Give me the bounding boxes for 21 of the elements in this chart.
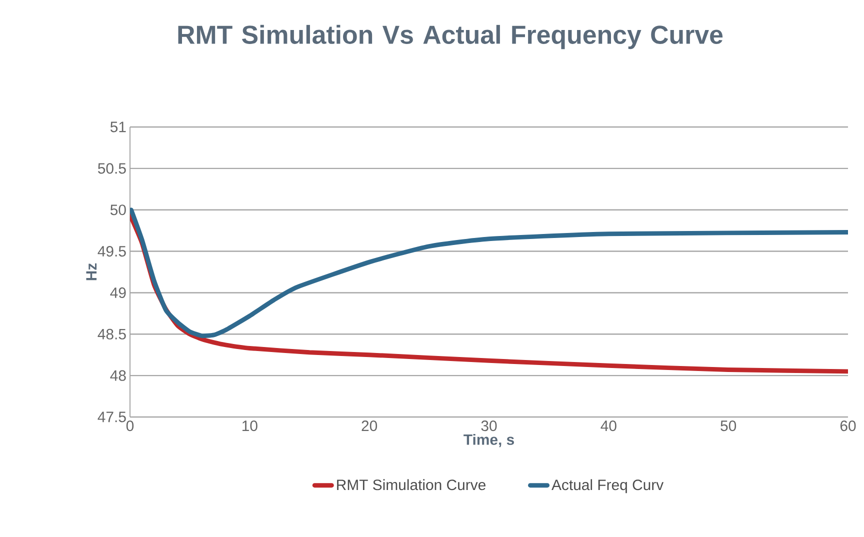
y-axis-title: Hz: [86, 263, 97, 280]
legend-label: RMT Simulation Curve: [337, 479, 486, 490]
legend-label: Actual Freq Curv: [552, 479, 664, 494]
y-tick-label: 48: [110, 370, 126, 381]
line-series: [130, 208, 848, 338]
y-tick-label: 50.5: [98, 163, 126, 174]
x-tick-label: 60: [840, 420, 856, 432]
y-tick-label: 49.5: [98, 246, 126, 257]
y-tick-label: 49: [110, 287, 126, 298]
x-tick-label: 0: [126, 420, 134, 432]
x-tick-label: 50: [720, 420, 736, 432]
x-tick-label: 40: [600, 420, 616, 432]
x-tick-label: 30: [481, 420, 497, 432]
y-tick-label: 51: [110, 122, 126, 132]
x-tick-label: 20: [362, 420, 378, 432]
y-tick-label: 48.5: [98, 328, 126, 340]
chart-title: RMT Simulation Vs Actual Frequency Curve: [178, 24, 723, 50]
y-tick-label: 50: [110, 204, 126, 216]
x-axis-title: Time, s: [464, 434, 514, 448]
x-tick-label: 10: [242, 420, 258, 432]
y-tick-label: 47.5: [98, 412, 126, 422]
